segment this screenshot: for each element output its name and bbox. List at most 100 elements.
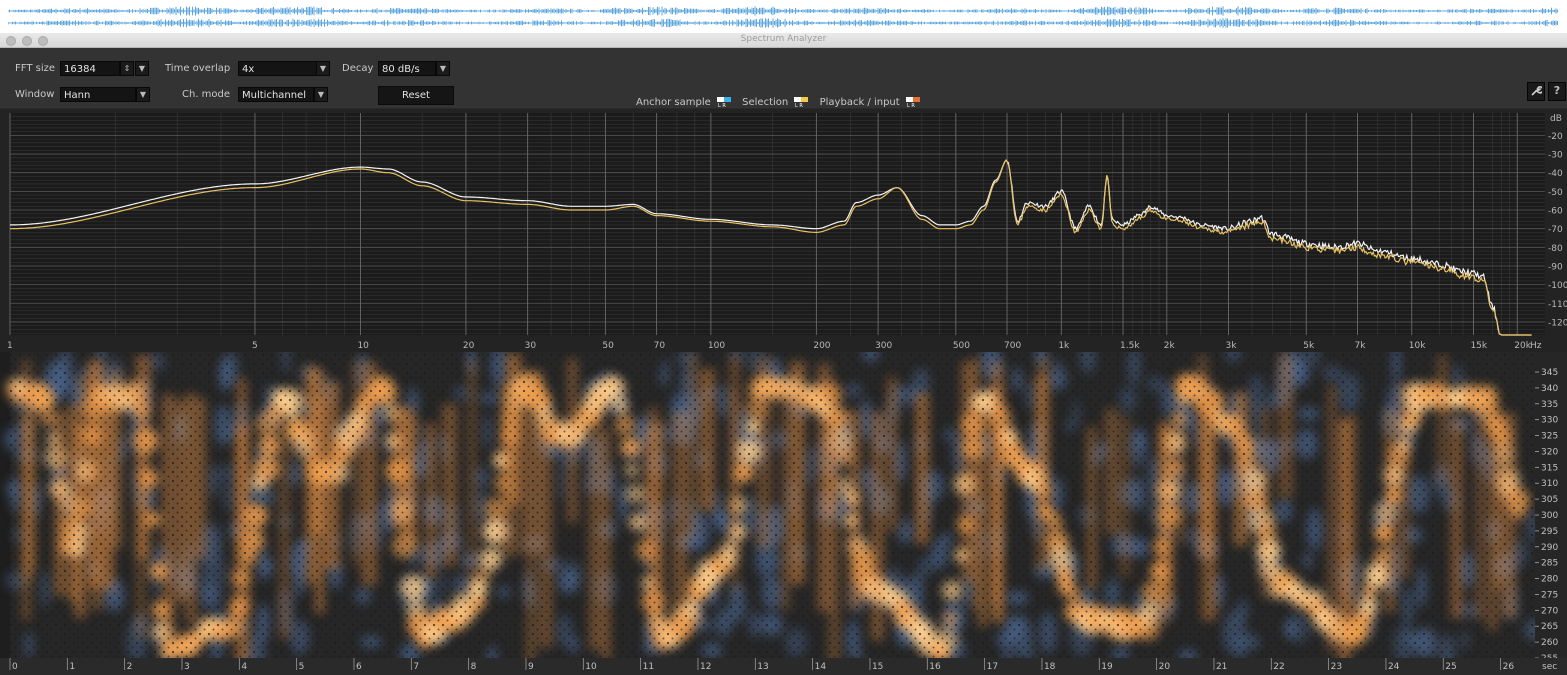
spectrogram-panel[interactable]: 345 340 335 330 325 320 315 310 305 300 295 290 285 2… [0, 334, 1567, 675]
legend-anchor-swatch[interactable]: L R [716, 97, 731, 107]
y-tick-label: 275 [1541, 590, 1558, 600]
y-tick-label: -110 [1548, 300, 1567, 310]
x-tick-label: 26 [1503, 662, 1515, 671]
legend-selection-label: Selection [742, 97, 789, 108]
x-tick-label: 2 [127, 662, 133, 671]
x-unit-label: sec [1542, 662, 1557, 671]
x-tick-label: 22 [1273, 662, 1284, 671]
spectrogram-chart[interactable]: 3453403353303253203153103053002952902852… [0, 334, 1567, 675]
ch-mode-label: Ch. mode [182, 89, 231, 100]
y-tick-label: 325 [1541, 432, 1558, 442]
x-tick-label: 30 [525, 341, 537, 351]
waveform-channel-right [8, 18, 1558, 28]
y-tick-label: -70 [1548, 225, 1563, 235]
x-tick-label: 23 [1331, 662, 1342, 671]
x-tick-label: 6 [356, 662, 362, 671]
x-tick-label: 500 [953, 341, 970, 351]
y-tick-label: -40 [1548, 169, 1563, 179]
y-tick-label: 295 [1541, 527, 1558, 537]
y-tick-label: 305 [1541, 495, 1558, 505]
plot-area [10, 113, 1545, 335]
x-tick-label: 11 [643, 662, 654, 671]
legend: Anchor sample L R Selection L R Playback… [636, 97, 920, 108]
y-tick-label: 260 [1541, 638, 1558, 648]
zoom-window-icon[interactable] [38, 36, 48, 46]
x-tick-label: 21 [1216, 662, 1227, 671]
y-tick-label: -50 [1548, 188, 1563, 198]
x-tick-label: 4 [241, 662, 247, 671]
x-tick-label: 50 [602, 341, 614, 351]
x-tick-label: 25 [1445, 662, 1456, 671]
fft-size-label: FFT size [15, 63, 56, 74]
ch-mode-select[interactable]: Multichannel [238, 87, 314, 102]
x-tick-label: 5k [1303, 341, 1315, 351]
x-tick-label: 200 [813, 341, 830, 351]
x-tick-label: 10 [585, 662, 597, 671]
spectrum-plot[interactable]: -20 -30 -40 -50 -60 -70 -80 -90 -100 -110 -120 dB 1 5… [0, 109, 1567, 352]
time-overlap-select[interactable]: 4x [238, 61, 318, 76]
fft-size-stepper[interactable]: ⇕ [120, 61, 134, 76]
x-tick-label: 7 [413, 662, 419, 671]
y-tick-label: 345 [1541, 368, 1558, 378]
x-tick-label: 3 [184, 662, 190, 671]
decay-dropdown-icon[interactable]: ▼ [436, 61, 450, 76]
waveform-channel-left [8, 6, 1558, 16]
y-tick-label: 340 [1541, 384, 1558, 394]
spectrogram-noise-texture [10, 352, 1535, 658]
x-tick-label: 12 [700, 662, 711, 671]
window-title: Spectrum Analyzer [740, 34, 827, 44]
fft-size-dropdown-icon[interactable]: ▼ [135, 61, 149, 76]
waveform [8, 6, 1558, 28]
legend-selection-swatch[interactable]: L R [794, 97, 809, 107]
x-tick-label: 15k [1470, 341, 1487, 351]
decay-select[interactable]: 80 dB/s [378, 61, 436, 76]
x-tick-label: 18 [1044, 662, 1056, 671]
x-tick-label: 8 [471, 662, 477, 671]
window-label: Window [15, 89, 55, 100]
x-tick-label: 19 [1101, 662, 1113, 671]
waveform-overview[interactable] [0, 0, 1567, 33]
x-tick-label: 0 [12, 662, 18, 671]
fft-size-field[interactable]: 16384 [60, 61, 120, 76]
x-tick-label: 10k [1409, 341, 1426, 351]
x-tick-label: 20 [463, 341, 475, 351]
x-tick-label: 7k [1354, 341, 1366, 351]
close-window-icon[interactable] [6, 36, 16, 46]
controls-panel: FFT size 16384 ⇕ ▼ Time overlap 4x ▼ Dec… [0, 48, 1567, 108]
legend-anchor-label: Anchor sample [636, 97, 711, 108]
reset-button[interactable]: Reset [378, 86, 454, 105]
wrench-icon[interactable] [1527, 82, 1545, 101]
svg-text:L R: L R [718, 103, 726, 107]
x-axis-bg [0, 658, 1567, 671]
x-tick-label: 300 [875, 341, 892, 351]
time-overlap-dropdown-icon[interactable]: ▼ [316, 61, 330, 76]
x-tick-label: 1 [69, 662, 75, 671]
x-unit-label: Hz [1530, 341, 1542, 351]
legend-playback-swatch[interactable]: L R [905, 97, 920, 107]
y-unit-label: dB [1550, 114, 1562, 124]
x-tick-label: 9 [528, 662, 534, 671]
window-dropdown-icon[interactable]: ▼ [136, 87, 150, 102]
y-tick-label: 280 [1541, 575, 1558, 585]
y-tick-label: -120 [1548, 318, 1567, 328]
ch-mode-dropdown-icon[interactable]: ▼ [314, 87, 328, 102]
y-tick-label: -80 [1548, 244, 1563, 254]
x-tick-label: 24 [1388, 662, 1400, 671]
question-icon[interactable]: ? [1548, 82, 1566, 101]
y-tick-label: 290 [1541, 543, 1558, 553]
y-tick-label: 330 [1541, 416, 1558, 426]
y-tick-label: 300 [1541, 511, 1558, 521]
minimize-window-icon[interactable] [22, 36, 32, 46]
window-select[interactable]: Hann [60, 87, 136, 102]
time-overlap-label: Time overlap [165, 63, 231, 74]
title-bar: Spectrum Analyzer [0, 33, 1567, 48]
x-tick-label: 70 [654, 341, 666, 351]
y-tick-label: -90 [1548, 262, 1563, 272]
x-tick-label: 20k [1514, 341, 1531, 351]
x-tick-label: 10 [357, 341, 369, 351]
y-tick-label: 265 [1541, 622, 1558, 632]
x-tick-label: 16 [929, 662, 941, 671]
svg-text:L R: L R [795, 103, 803, 107]
x-tick-label: 1 [7, 341, 13, 351]
